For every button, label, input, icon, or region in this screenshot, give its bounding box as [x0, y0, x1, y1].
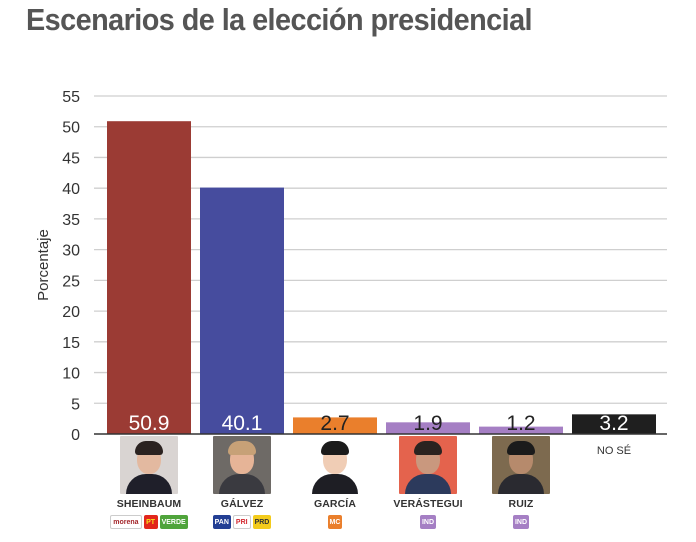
y-tick-label: 0 [71, 427, 80, 444]
data-label: 50.9 [129, 412, 170, 435]
party-logo-mc-icon: MC [327, 515, 343, 529]
y-tick-label: 50 [62, 120, 80, 137]
candidate-photo [120, 436, 178, 494]
bar-ruiz [479, 426, 563, 434]
candidate-sheinbaum: SHEINBAUM morena PT VERDE [104, 436, 194, 529]
y-tick-label: 5 [71, 396, 80, 413]
candidate-photo [213, 436, 271, 494]
data-label: 40.1 [222, 412, 263, 435]
bar-sheinbaum [107, 121, 191, 435]
bar-gálvez [200, 187, 284, 434]
party-logo-pt-icon: PT [143, 515, 158, 529]
y-tick-label: 35 [62, 212, 80, 229]
party-logo-verde-icon: VERDE [159, 515, 188, 529]
party-logo-pan-icon: PAN [212, 515, 231, 529]
bar-verástegui [386, 422, 470, 434]
data-labels: 50.9 40.1 2.7 1.9 1.2 3.2 [129, 412, 629, 435]
candidate-name: VERÁSTEGUI [393, 498, 463, 510]
party-logo-ind-icon: IND [512, 515, 530, 529]
party-logos: PAN PRI PRD [197, 515, 287, 529]
candidate-name: GÁLVEZ [220, 498, 264, 510]
chart-title: Escenarios de la elección presidencial [26, 2, 533, 37]
y-tick-label: 10 [62, 366, 80, 383]
candidate-name: SHEINBAUM [116, 498, 182, 510]
y-tick-label: 45 [62, 150, 80, 167]
party-logo-prd-icon: PRD [252, 515, 272, 529]
candidate-verástegui: VERÁSTEGUI IND [383, 436, 473, 529]
data-label: 2.7 [320, 412, 349, 435]
candidate-name: RUIZ [508, 498, 534, 510]
party-logo-ind-icon: IND [419, 515, 437, 529]
party-logo-morena-icon: morena [110, 515, 142, 529]
bars [107, 121, 656, 435]
candidate-photo [399, 436, 457, 494]
y-axis-ticks: 0 5 10 15 20 25 30 35 40 45 50 55 [62, 89, 80, 444]
data-label: 1.2 [506, 412, 535, 435]
bar-no sé [572, 414, 656, 434]
candidate-photo [306, 436, 364, 494]
category-label-no-se: NO SÉ [596, 445, 632, 457]
candidate-name: GARCÍA [313, 498, 356, 510]
data-label: 3.2 [599, 412, 628, 435]
y-tick-label: 55 [62, 89, 80, 106]
party-logos: MC [290, 515, 380, 529]
candidate-garcía: GARCÍA MC [290, 436, 380, 529]
y-axis-label: Porcentaje [35, 229, 52, 301]
y-tick-label: 40 [62, 181, 80, 198]
party-logos: IND [476, 515, 566, 529]
y-tick-label: 25 [62, 273, 80, 290]
candidate-gálvez: GÁLVEZ PAN PRI PRD [197, 436, 287, 529]
y-tick-label: 20 [62, 304, 80, 321]
y-tick-label: 15 [62, 335, 80, 352]
candidate-ruiz: RUIZ IND [476, 436, 566, 529]
party-logos: morena PT VERDE [104, 515, 194, 529]
party-logo-pri-icon: PRI [232, 515, 251, 529]
y-tick-label: 30 [62, 243, 80, 260]
data-label: 1.9 [413, 412, 442, 435]
party-logos: IND [383, 515, 473, 529]
candidate-photo [492, 436, 550, 494]
bar-garcía [293, 417, 377, 434]
